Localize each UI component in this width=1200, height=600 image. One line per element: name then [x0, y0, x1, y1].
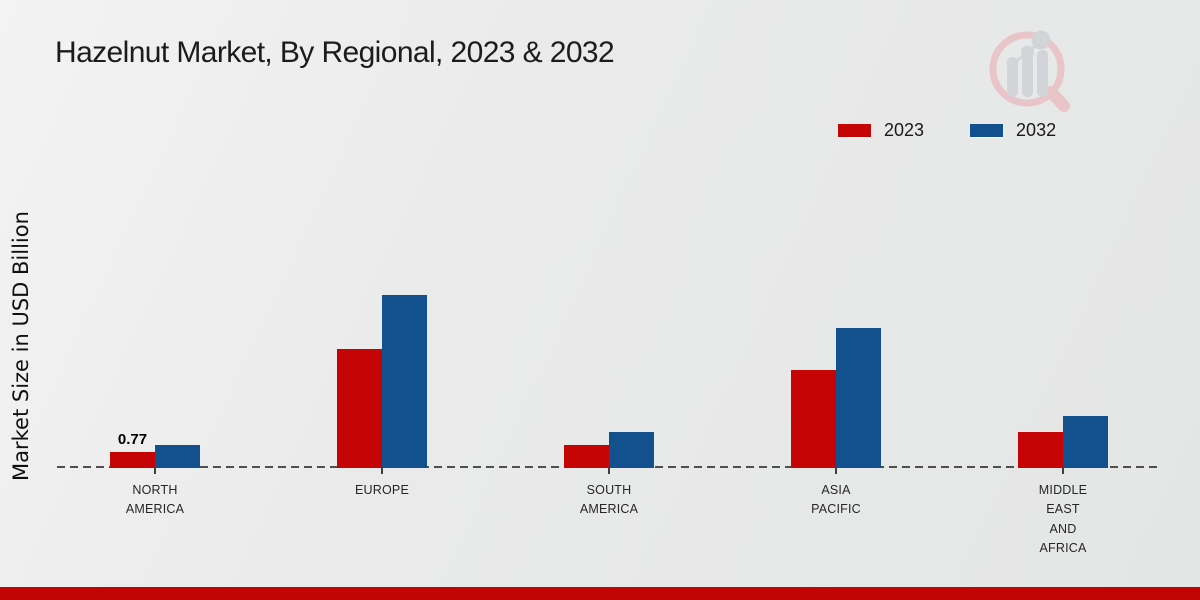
x-axis-tick-south-america: [608, 468, 610, 474]
legend-label-2023: 2023: [884, 120, 925, 140]
x-axis-tick-europe: [381, 468, 383, 474]
bar-2032-north-america: [155, 445, 200, 468]
category-label-middle-east-and-africa: MIDDLE EAST AND AFRICA: [1038, 483, 1088, 556]
magnifier-chart-logo-icon: [989, 30, 1070, 112]
legend-swatch-2023: [838, 124, 871, 137]
bar-2023-south-america: [564, 445, 609, 468]
bar-2023-europe: [337, 349, 382, 468]
category-label-asia-pacific: ASIA PACIFIC: [811, 483, 861, 517]
category-label-south-america: SOUTH AMERICA: [579, 483, 639, 517]
category-label-europe: EUROPE: [355, 483, 409, 497]
legend-label-2032: 2032: [1016, 120, 1057, 140]
footer-bar: [0, 587, 1200, 600]
bar-2032-asia-pacific: [836, 328, 881, 468]
bar-2023-asia-pacific: [791, 370, 836, 468]
x-axis-tick-asia-pacific: [835, 468, 837, 474]
data-label-2023-north-america: 0.77: [117, 431, 148, 448]
category-label-north-america: NORTH AMERICA: [125, 483, 185, 517]
legend-item-2023: 2023: [838, 120, 924, 141]
bar-2032-south-america: [609, 432, 654, 468]
bar-2032-europe: [382, 295, 427, 468]
legend-item-2032: 2032: [970, 120, 1056, 141]
bar-2032-middle-east-and-africa: [1063, 416, 1108, 468]
x-axis-tick-north-america: [154, 468, 156, 474]
legend: 2023 2032: [838, 120, 1056, 141]
chart-title: Hazelnut Market, By Regional, 2023 & 203…: [55, 36, 615, 69]
bar-2023-north-america: [110, 452, 155, 468]
x-axis-tick-middle-east-and-africa: [1062, 468, 1064, 474]
bar-2023-middle-east-and-africa: [1018, 432, 1063, 468]
legend-swatch-2032: [970, 124, 1004, 137]
